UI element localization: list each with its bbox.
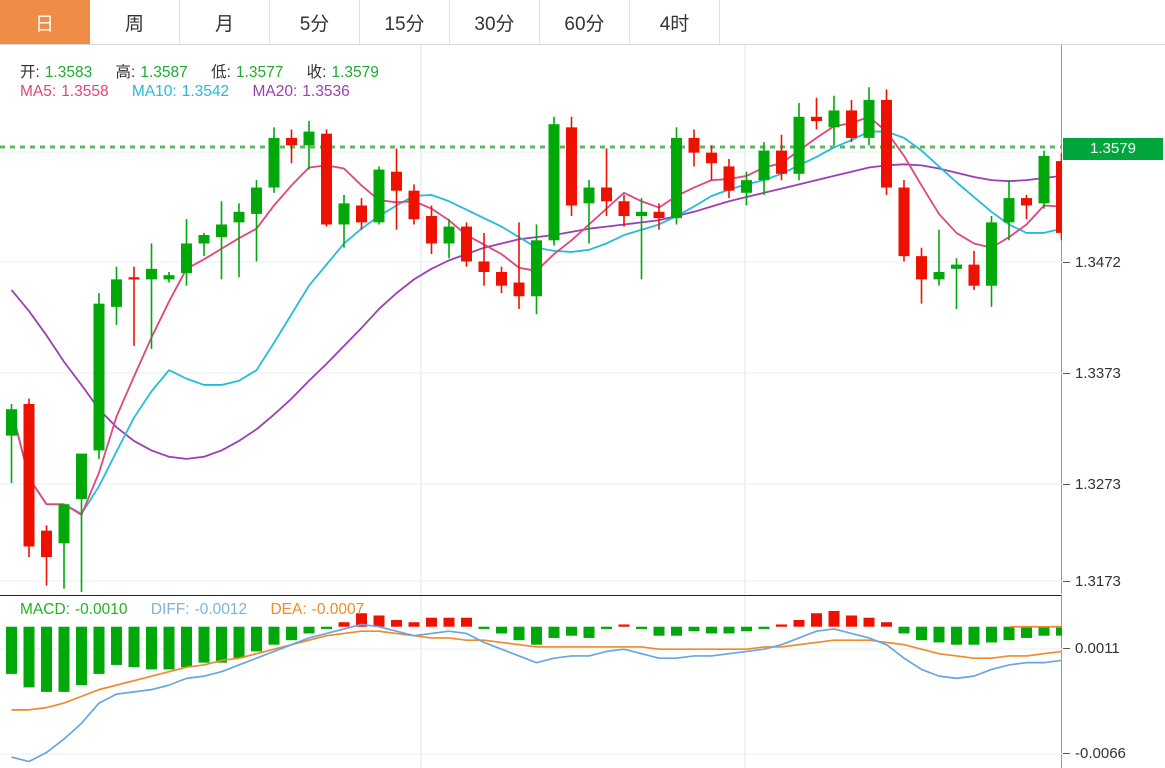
macd-plot bbox=[0, 596, 1062, 768]
price-tick-label: 1.3373 bbox=[1075, 365, 1121, 382]
current-price-badge: 1.3579 bbox=[1063, 138, 1163, 160]
tab-30min[interactable]: 30分 bbox=[450, 0, 540, 44]
price-chart-panel[interactable] bbox=[0, 45, 1062, 594]
tab-60min[interactable]: 60分 bbox=[540, 0, 630, 44]
price-tick-label: 1.3472 bbox=[1075, 254, 1121, 271]
price-axis: 1.3472 1.3373 1.3273 1.3173 bbox=[1063, 45, 1165, 594]
tab-week[interactable]: 周 bbox=[90, 0, 180, 44]
macd-axis: 0.0011 -0.0066 bbox=[1063, 595, 1165, 768]
price-tick-label: 1.3273 bbox=[1075, 476, 1121, 493]
timeframe-tabbar: 日 周 月 5分 15分 30分 60分 4时 bbox=[0, 0, 1165, 45]
price-tick-label: 1.3173 bbox=[1075, 573, 1121, 590]
macd-tick-label: 0.0011 bbox=[1075, 640, 1120, 657]
tab-month[interactable]: 月 bbox=[180, 0, 270, 44]
tabbar-filler bbox=[720, 0, 1165, 44]
tab-5min[interactable]: 5分 bbox=[270, 0, 360, 44]
tab-4hour[interactable]: 4时 bbox=[630, 0, 720, 44]
macd-tick-label: -0.0066 bbox=[1075, 745, 1126, 762]
macd-chart-panel[interactable] bbox=[0, 595, 1062, 768]
candlestick-plot bbox=[0, 45, 1062, 594]
tab-day[interactable]: 日 bbox=[0, 0, 90, 44]
tab-15min[interactable]: 15分 bbox=[360, 0, 450, 44]
